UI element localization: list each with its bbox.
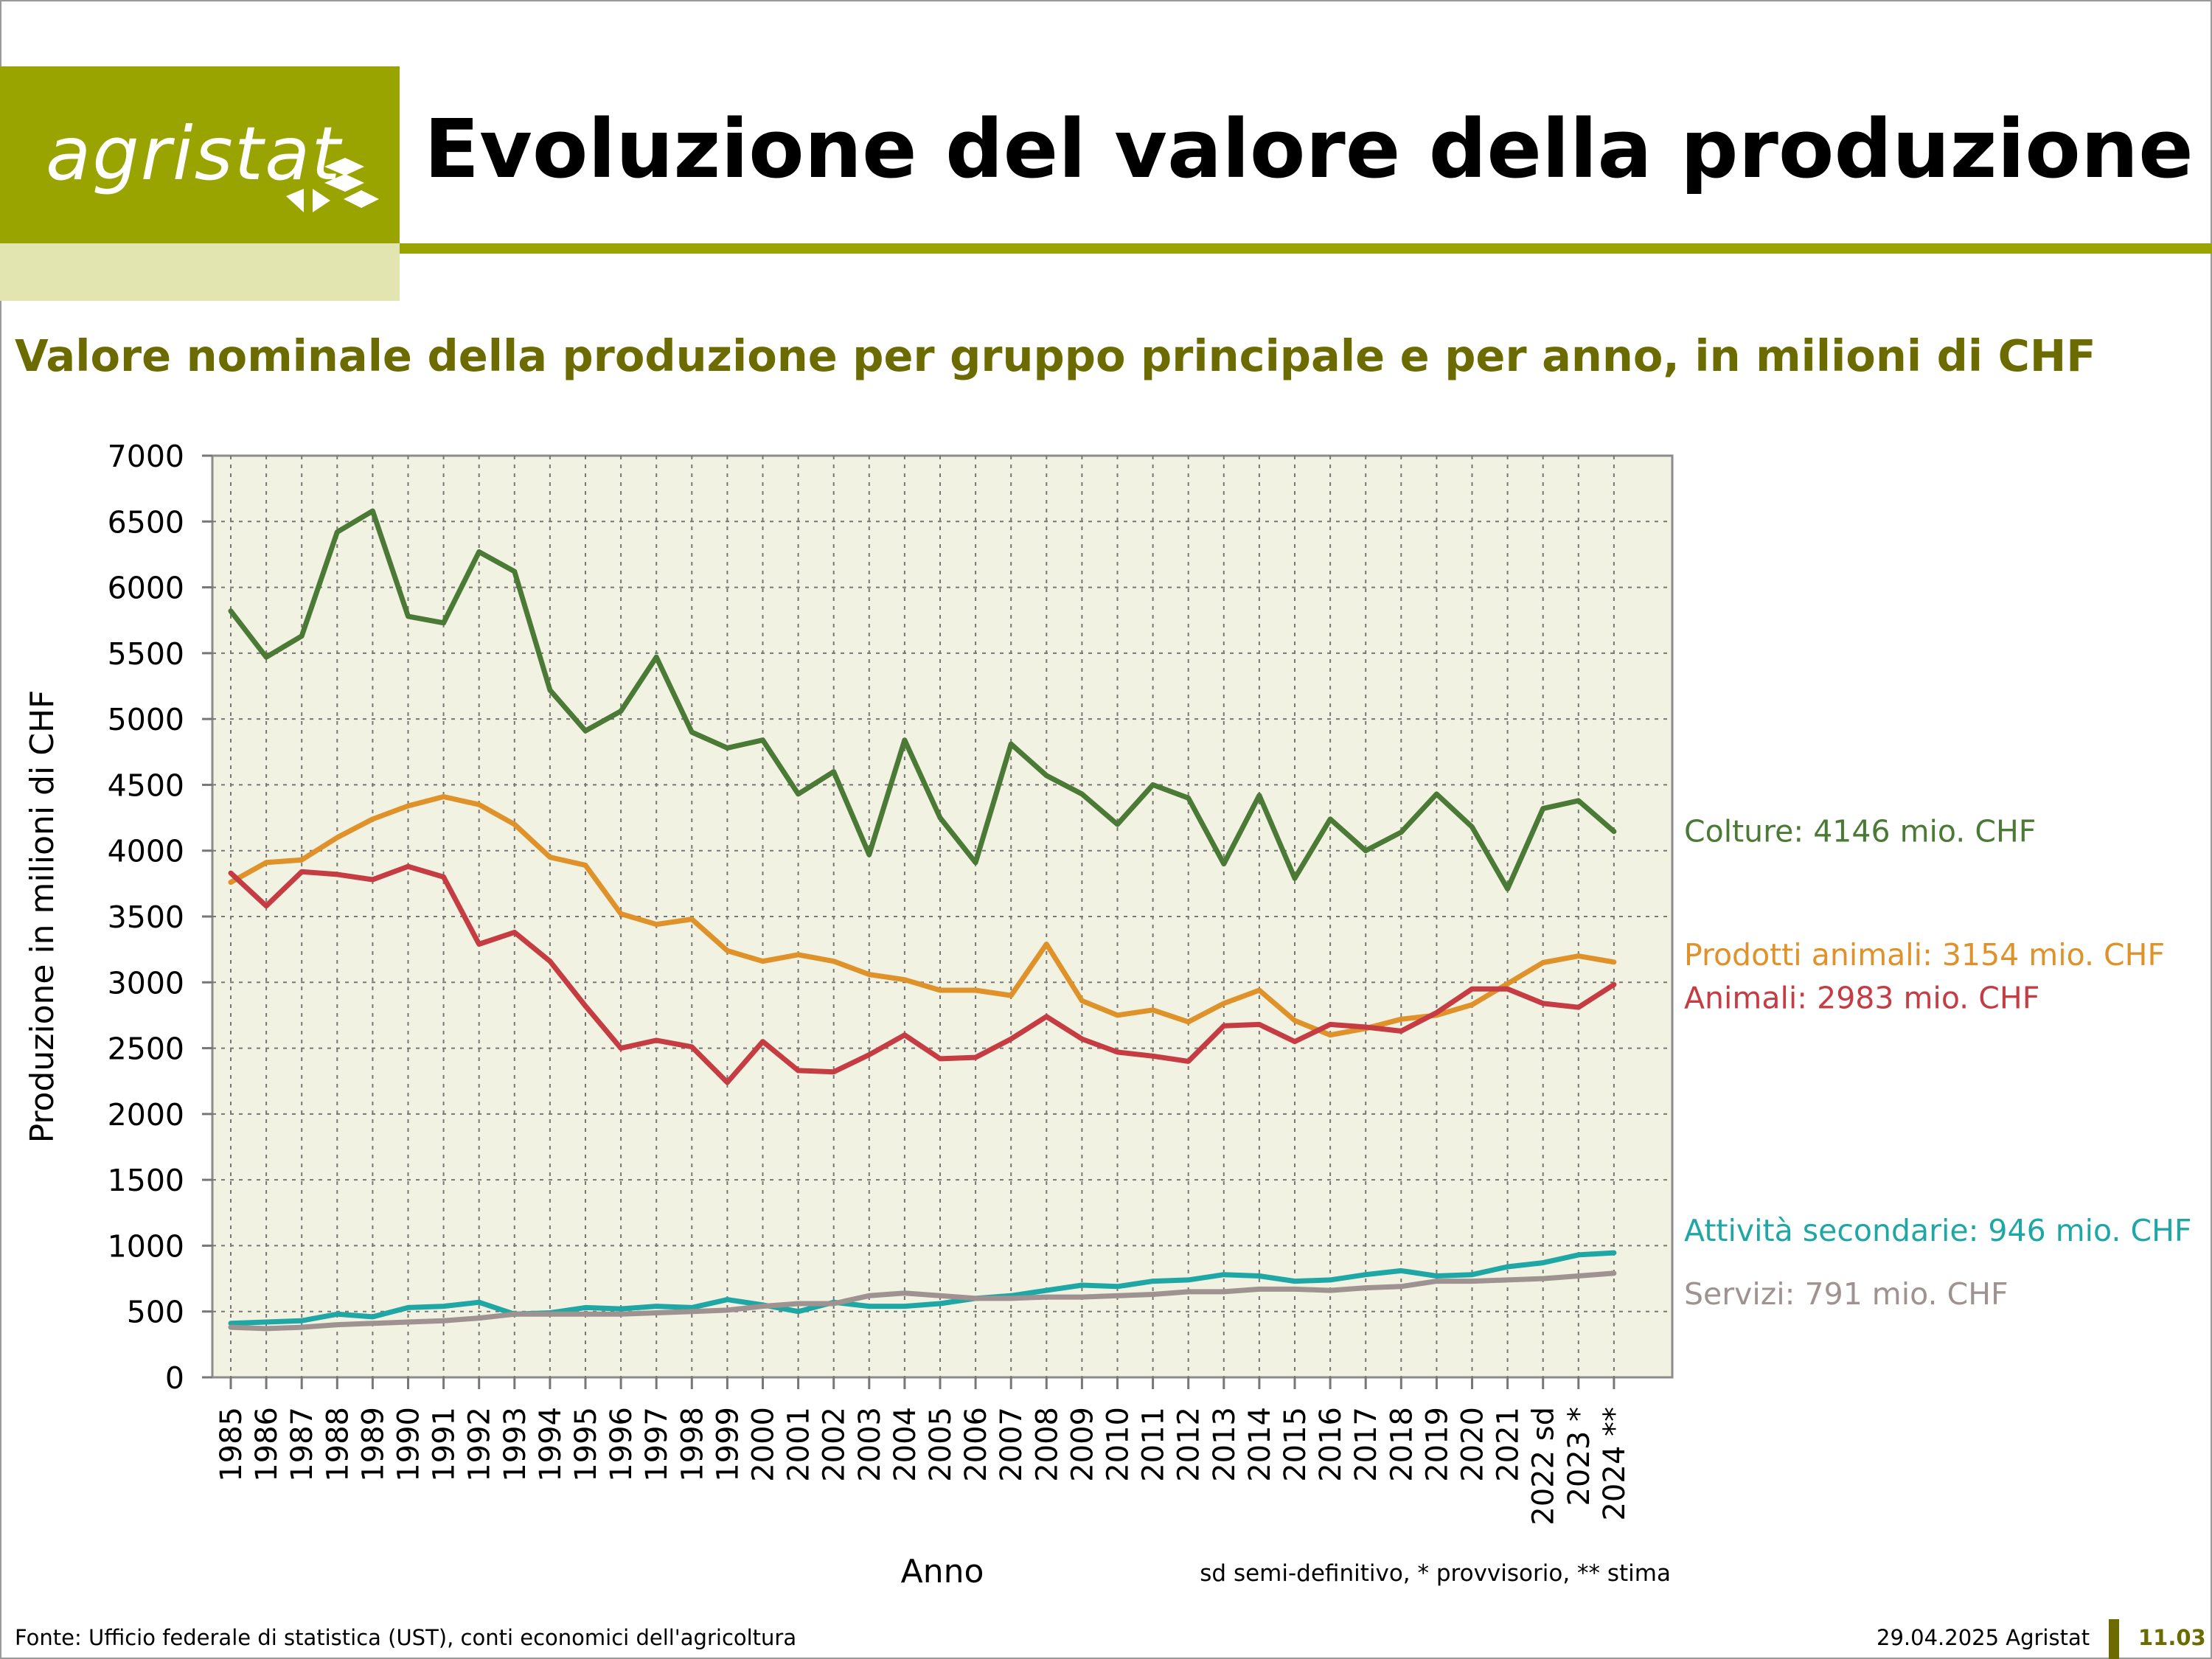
footer-date: 29.04.2025 Agristat bbox=[1877, 1625, 2090, 1650]
x-tick-label: 2006 bbox=[959, 1407, 993, 1482]
x-tick-label: 2016 bbox=[1314, 1407, 1348, 1482]
series-line-attivit-secondarie bbox=[228, 1250, 1617, 1326]
logo-accent-band bbox=[0, 243, 400, 301]
y-tick-label: 4500 bbox=[108, 768, 184, 803]
x-tick-label: 2024 ** bbox=[1598, 1407, 1632, 1521]
header-rule bbox=[400, 243, 2212, 254]
y-tick-label: 2000 bbox=[108, 1097, 184, 1133]
x-tick-label: 2021 bbox=[1492, 1407, 1526, 1482]
x-axis-label: Anno bbox=[901, 1553, 984, 1590]
agristat-logo bbox=[0, 66, 400, 243]
x-tick-label: 2000 bbox=[747, 1407, 781, 1482]
x-tick-label: 1993 bbox=[498, 1407, 532, 1482]
y-tick-label: 0 bbox=[165, 1360, 184, 1396]
y-tick-label: 5000 bbox=[108, 702, 184, 737]
x-tick-label: 2003 bbox=[853, 1407, 887, 1482]
x-tick-label: 2013 bbox=[1208, 1407, 1242, 1482]
x-tick-label: 1999 bbox=[711, 1407, 745, 1482]
diamond-logo-icon bbox=[286, 158, 379, 212]
x-tick-label: 1997 bbox=[640, 1407, 674, 1482]
y-tick-label: 2500 bbox=[108, 1032, 184, 1067]
y-tick-label: 3500 bbox=[108, 900, 184, 935]
series-line-prodotti-animali bbox=[228, 794, 1617, 1038]
y-tick-label: 1000 bbox=[108, 1228, 184, 1264]
y-axis-label: Produzione in milioni di CHF bbox=[24, 690, 61, 1144]
x-tick-label: 1990 bbox=[392, 1407, 426, 1482]
y-tick-label: 7000 bbox=[108, 439, 184, 474]
x-tick-label: 2009 bbox=[1065, 1407, 1099, 1482]
x-tick-label: 2007 bbox=[995, 1407, 1029, 1482]
chart-note: sd semi-definitivo, * provvisorio, ** st… bbox=[1200, 1560, 1671, 1587]
y-tick-label: 5500 bbox=[108, 636, 184, 672]
chart-subtitle: Valore nominale della produzione per gru… bbox=[15, 330, 2096, 381]
page-title: Evoluzione del valore della produzione bbox=[424, 102, 2194, 196]
x-tick-label: 2014 bbox=[1243, 1407, 1277, 1482]
y-tick-label: 6000 bbox=[108, 571, 184, 606]
series-line-colture bbox=[228, 508, 1617, 891]
x-tick-label: 1986 bbox=[250, 1407, 284, 1482]
y-tick-label: 6500 bbox=[108, 504, 184, 540]
x-tick-label: 2012 bbox=[1172, 1407, 1206, 1482]
x-tick-label: 1988 bbox=[321, 1407, 355, 1482]
x-tick-label: 2002 bbox=[818, 1407, 852, 1482]
x-tick-label: 1989 bbox=[356, 1407, 390, 1482]
x-tick-label: 2018 bbox=[1385, 1407, 1419, 1482]
x-tick-label: 2020 bbox=[1456, 1407, 1490, 1482]
series-end-label: Attività secondarie: 946 mio. CHF bbox=[1684, 1213, 2192, 1248]
x-tick-label: 2005 bbox=[924, 1407, 958, 1482]
x-tick-label: 2010 bbox=[1102, 1407, 1135, 1482]
footer-divider bbox=[2109, 1619, 2119, 1659]
series-line-animali bbox=[228, 863, 1617, 1085]
x-tick-label: 2004 bbox=[888, 1407, 922, 1482]
x-tick-label: 1998 bbox=[675, 1407, 709, 1482]
y-tick-label: 1500 bbox=[108, 1163, 184, 1198]
x-tick-label: 2023 * bbox=[1562, 1407, 1596, 1506]
x-tick-label: 2008 bbox=[1030, 1407, 1064, 1482]
footer-source: Fonte: Ufficio federale di statistica (U… bbox=[15, 1625, 797, 1650]
x-tick-label: 2011 bbox=[1137, 1407, 1171, 1482]
series-end-label: Colture: 4146 mio. CHF bbox=[1684, 814, 2036, 849]
x-tick-label: 2017 bbox=[1349, 1407, 1383, 1482]
series-end-label: Animali: 2983 mio. CHF bbox=[1684, 980, 2039, 1015]
x-tick-label: 1991 bbox=[428, 1407, 462, 1482]
x-tick-label: 1992 bbox=[463, 1407, 497, 1482]
x-tick-label: 2001 bbox=[782, 1407, 816, 1482]
page-number: 11.03 bbox=[2138, 1625, 2206, 1650]
x-tick-label: 1987 bbox=[285, 1407, 319, 1482]
y-tick-label: 500 bbox=[127, 1295, 184, 1330]
x-tick-label: 1985 bbox=[215, 1407, 248, 1482]
y-tick-label: 3000 bbox=[108, 965, 184, 1001]
series-line-servizi bbox=[228, 1270, 1617, 1332]
x-tick-label: 2022 sd bbox=[1527, 1407, 1561, 1526]
series-end-label: Prodotti animali: 3154 mio. CHF bbox=[1684, 937, 2165, 973]
x-tick-label: 1995 bbox=[569, 1407, 603, 1482]
y-tick-label: 4000 bbox=[108, 834, 184, 869]
x-tick-label: 2015 bbox=[1279, 1407, 1312, 1482]
plot-area bbox=[211, 454, 1674, 1379]
x-tick-label: 2019 bbox=[1420, 1407, 1454, 1482]
logo-text: agristat bbox=[46, 111, 342, 197]
x-tick-label: 1994 bbox=[534, 1407, 568, 1482]
series-end-label: Servizi: 791 mio. CHF bbox=[1684, 1276, 2008, 1312]
x-tick-label: 1996 bbox=[605, 1407, 639, 1482]
